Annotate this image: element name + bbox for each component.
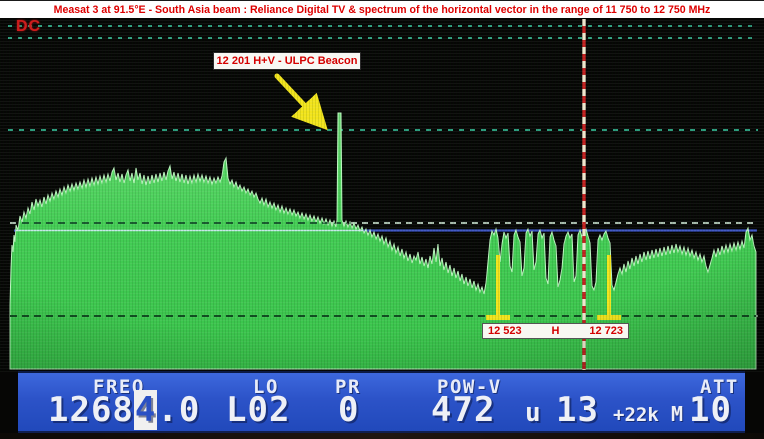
title-bar: Measat 3 at 91.5°E - South Asia beam : R…: [0, 0, 764, 18]
screen-bezel-bottom: [0, 433, 764, 439]
beacon-annotation-text: 12 201 H+V - ULPC Beacon: [216, 55, 358, 67]
pow-secondary: 13: [556, 390, 599, 430]
dc-indicator: DC: [16, 18, 42, 35]
att-label: ATT: [700, 376, 739, 398]
frequency-marker-strip: 12 523 H 12 723: [482, 323, 629, 339]
marker-left-label: 12 523: [488, 325, 522, 337]
freq-cursor-digit[interactable]: 4: [133, 390, 158, 430]
freq-value[interactable]: 12684.0: [48, 390, 201, 430]
mode-indicator: M: [671, 402, 684, 426]
pow-offset: +22k: [613, 404, 659, 426]
pow-unit: u: [525, 398, 541, 428]
polarity-label: H: [551, 325, 560, 337]
pow-label: POW-V: [437, 376, 502, 398]
freq-marker-base: [486, 315, 510, 320]
title-text: Measat 3 at 91.5°E - South Asia beam : R…: [53, 3, 711, 16]
pr-value: 0: [338, 390, 360, 430]
freq-marker-base: [597, 315, 621, 320]
att-value: 10: [689, 390, 732, 430]
status-bar: FREQ LO PR POW-V ATT 12684.0 L02 0 472 u…: [18, 371, 745, 433]
spectrum-trace: [9, 112, 757, 370]
beacon-arrow: [274, 73, 328, 131]
pr-label: PR: [335, 376, 361, 398]
pow-value: 472: [431, 390, 496, 430]
freq-value-prefix: 1268: [48, 390, 134, 430]
marker-right-label: 12 723: [589, 325, 623, 337]
lo-value: L02: [226, 390, 291, 430]
freq-value-suffix: .0: [157, 390, 201, 430]
freq-label: FREQ: [93, 376, 145, 398]
beacon-annotation: 12 201 H+V - ULPC Beacon: [213, 52, 361, 70]
lo-label: LO: [253, 376, 279, 398]
